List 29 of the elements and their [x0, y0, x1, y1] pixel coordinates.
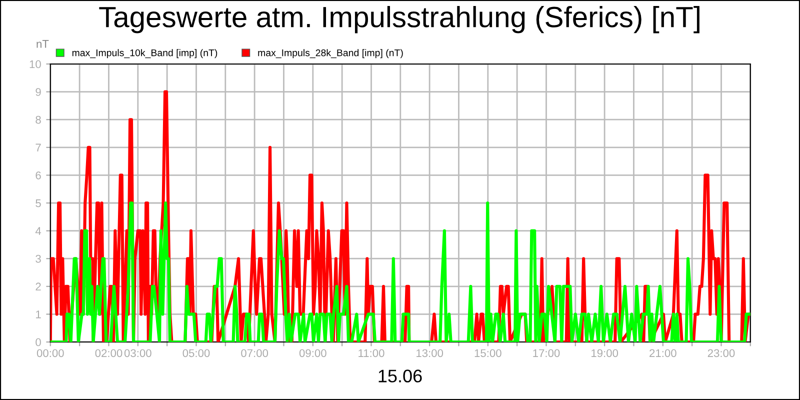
y-tick-label: 6	[36, 171, 41, 180]
legend-label: max_Impuls_28k_Band [imp] (nT)	[258, 49, 403, 58]
x-tick-label: 02:00	[95, 349, 122, 358]
x-axis-title: 15.06	[378, 370, 422, 382]
x-tick-label: 13:00	[416, 349, 444, 358]
x-tick-label: 23:00	[708, 349, 735, 358]
x-tick-label: 21:00	[650, 349, 676, 358]
y-tick-label: 1	[36, 310, 41, 318]
y-tick-label: 3	[36, 254, 41, 263]
x-tick-label: 17:00	[533, 349, 560, 358]
chart-title: Tageswerte atm. Impulsstrahlung (Sferics) [nT]	[99, 6, 700, 34]
x-tick-label: 15:00	[474, 349, 502, 358]
y-tick-label: 9	[36, 88, 41, 96]
x-tick-label: 07:00	[241, 349, 268, 358]
y-tick-label: 2	[36, 282, 41, 290]
y-tick-label: 0	[36, 338, 41, 346]
y-tick-label: 7	[36, 144, 41, 152]
legend-label: max_Impuls_10k_Band [imp] (nT)	[72, 49, 218, 58]
x-tick-label: 19:00	[592, 349, 618, 358]
y-tick-label: 10	[30, 60, 41, 68]
y-tick-label: 8	[36, 116, 41, 124]
x-tick-label: 00:00	[36, 349, 64, 358]
x-tick-label: 09:00	[299, 349, 326, 358]
x-tick-label: 03:00	[124, 349, 152, 358]
y-tick-label: 5	[36, 199, 41, 208]
y-axis-title: nT	[36, 40, 49, 48]
x-tick-label: 05:00	[182, 349, 210, 358]
x-tick-label: 11:00	[358, 349, 384, 358]
y-tick-label: 4	[35, 227, 42, 235]
